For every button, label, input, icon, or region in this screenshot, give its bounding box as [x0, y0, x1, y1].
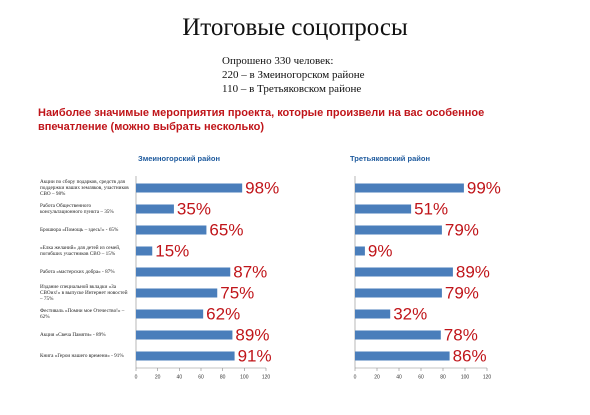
- x-tick-label: 60: [198, 374, 204, 380]
- value-label: 32%: [393, 304, 427, 323]
- bar: [136, 351, 235, 361]
- value-label: 75%: [220, 283, 254, 302]
- x-tick-label: 100: [461, 374, 470, 380]
- x-tick-label: 80: [220, 374, 226, 380]
- value-label: 15%: [155, 241, 189, 260]
- chart-title: Змеиногорский район: [138, 154, 221, 163]
- bar: [355, 267, 453, 277]
- value-label: 98%: [245, 178, 279, 197]
- value-label: 86%: [453, 346, 487, 365]
- x-tick-label: 40: [177, 374, 183, 380]
- value-label: 89%: [235, 325, 269, 344]
- x-tick-label: 20: [374, 374, 380, 380]
- bar: [136, 225, 207, 235]
- value-label: 65%: [209, 220, 243, 239]
- intro-line: Опрошено 330 человек:: [222, 55, 334, 67]
- slide-title: Итоговые соцопросы: [182, 14, 408, 41]
- value-label: 78%: [444, 325, 478, 344]
- bar: [355, 246, 365, 256]
- bar: [136, 246, 153, 256]
- category-label: Издание специальной вкладки «За СВОих!» …: [40, 284, 128, 302]
- intro-line: 110 – в Третьяковском районе: [222, 83, 362, 95]
- category-label: Фестиваль «Помни мое Отечество!» – 62%: [40, 308, 125, 320]
- value-label: 87%: [233, 262, 267, 281]
- value-label: 91%: [238, 346, 272, 365]
- bar: [355, 309, 391, 319]
- chart-title: Третьяковский район: [350, 154, 430, 163]
- bar: [136, 330, 233, 340]
- value-label: 79%: [445, 283, 479, 302]
- category-label: Акция «Свеча Памяти» - 89%: [40, 332, 106, 338]
- bar: [136, 309, 204, 319]
- category-label: «Елка желаний» для детей из семей, погиб…: [40, 245, 121, 257]
- x-tick-label: 100: [240, 374, 249, 380]
- category-label: Работа Общественного консультационного п…: [40, 203, 114, 215]
- bar: [355, 183, 464, 193]
- x-tick-label: 120: [483, 374, 492, 380]
- x-tick-label: 120: [262, 374, 271, 380]
- x-tick-label: 0: [354, 374, 357, 380]
- category-label: Книга «Герои нашего времени» - 91%: [40, 353, 124, 359]
- bar: [136, 267, 231, 277]
- bar: [355, 225, 442, 235]
- value-label: 99%: [467, 178, 501, 197]
- x-tick-label: 20: [155, 374, 161, 380]
- category-label: Работа «мастерских добра» - 87%: [40, 269, 115, 275]
- bar: [355, 288, 442, 298]
- bar: [136, 288, 218, 298]
- bar: [355, 351, 450, 361]
- value-label: 79%: [445, 220, 479, 239]
- x-tick-label: 80: [440, 374, 446, 380]
- x-tick-label: 40: [396, 374, 402, 380]
- intro-line: 220 – в Змеиногорском районе: [222, 69, 365, 81]
- bar: [136, 204, 174, 214]
- question: Наиболее значимые мероприятия проекта, к…: [38, 107, 485, 133]
- category-label: Акции по сбору подарков, средств для под…: [40, 179, 129, 197]
- value-label: 51%: [414, 199, 448, 218]
- value-label: 35%: [177, 199, 211, 218]
- value-label: 9%: [368, 241, 393, 260]
- bar: [136, 183, 243, 193]
- bar: [355, 330, 441, 340]
- value-label: 62%: [206, 304, 240, 323]
- bar: [355, 204, 412, 214]
- x-tick-label: 0: [135, 374, 138, 380]
- category-label: Брошюра «Помощь – здесь!» - 65%: [40, 227, 119, 233]
- value-label: 89%: [456, 262, 490, 281]
- x-tick-label: 60: [418, 374, 424, 380]
